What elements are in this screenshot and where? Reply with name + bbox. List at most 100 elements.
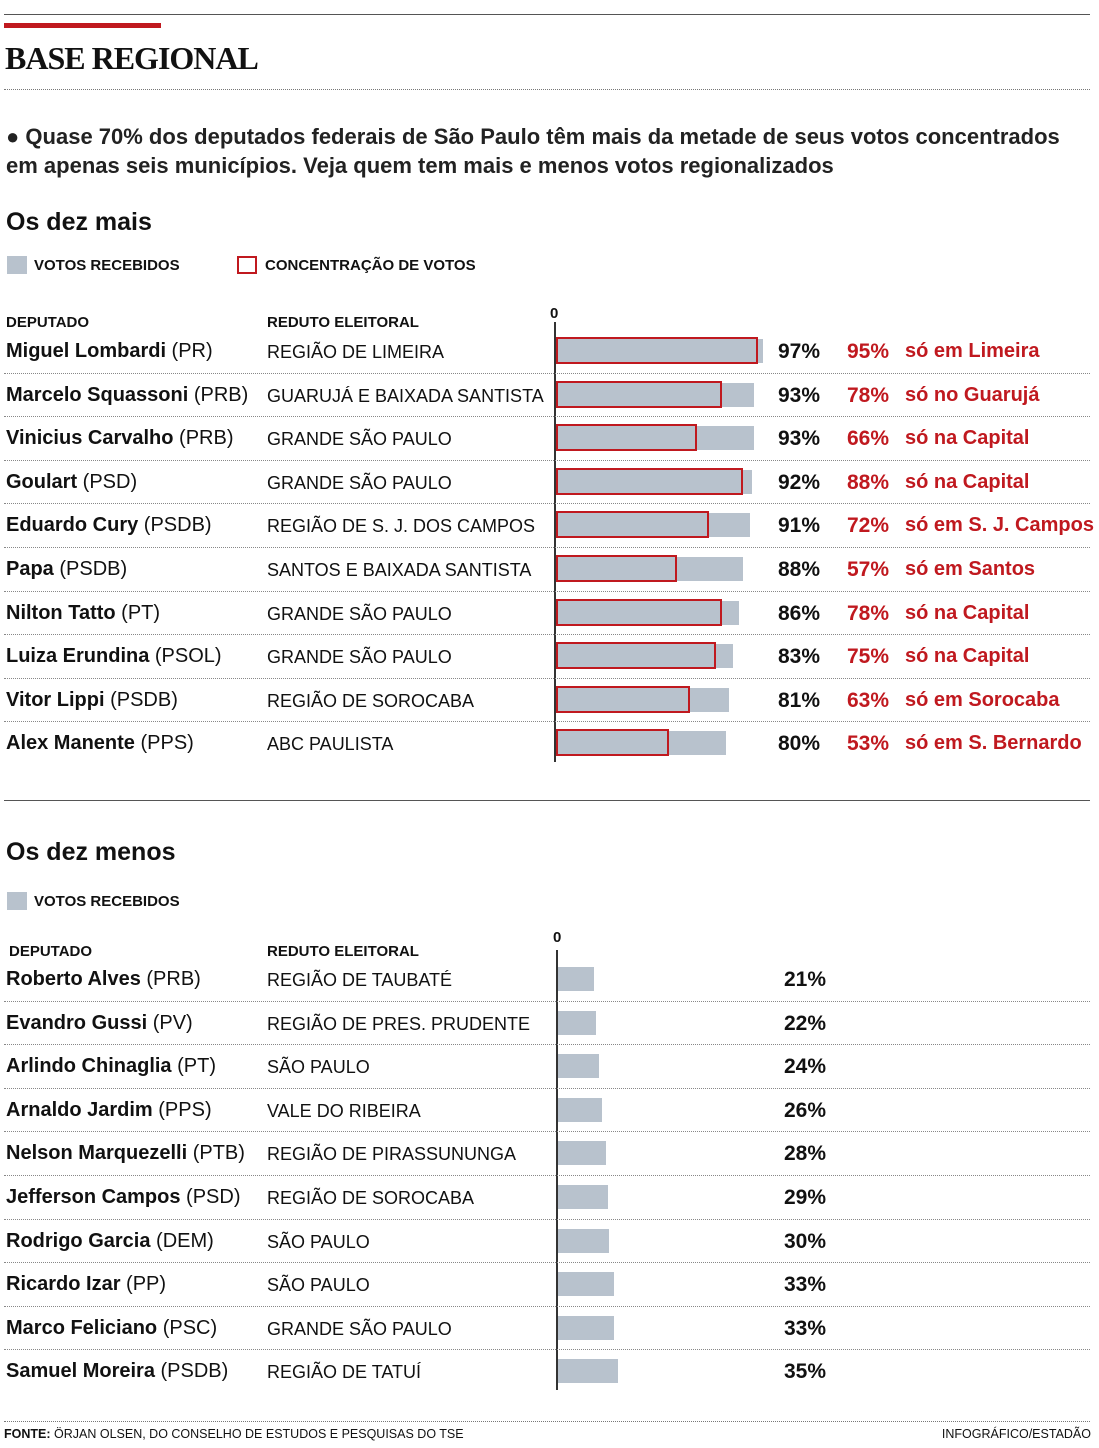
votes-bar: [558, 1185, 608, 1209]
table-row: Papa (PSDB) SANTOS E BAIXADA SANTISTA 88% 5…: [4, 548, 1090, 592]
electoral-base: SANTOS E BAIXADA SANTISTA: [267, 560, 532, 580]
electoral-base: GRANDE SÃO PAULO: [267, 603, 452, 624]
row-divider: [4, 634, 1090, 636]
row-divider: [4, 372, 1090, 374]
table-row: Vitor Lippi (PSDB) REGIÃO DE SOROCABA 81% 6…: [4, 679, 1090, 723]
votes-bar: [558, 1010, 596, 1035]
concentration-percent-label: 78%: [847, 383, 890, 407]
concentration-bar: [556, 380, 723, 408]
deputy-party: (PRB): [140, 968, 201, 990]
deputy-party: (PSDB): [138, 514, 212, 537]
deputy-party: (PSC): [157, 1316, 218, 1339]
row-divider: [4, 590, 1090, 592]
votes-bar: [558, 1097, 603, 1122]
deputy-name: Marcelo Squassoni (PRB): [6, 384, 248, 407]
deputy-surname: Luiza Erundina: [6, 645, 150, 668]
table-row: Nelson Marquezelli (PTB) REGIÃO DE PIRASS…: [4, 1132, 1090, 1176]
votes-percent-label: 93%: [778, 427, 821, 451]
page-title: BASE REGIONAL: [5, 40, 259, 76]
concentration-percent-label: 72%: [847, 514, 890, 538]
row-divider: [4, 503, 1090, 505]
deputy-party: (PPS): [134, 732, 194, 755]
row-divider: [4, 1087, 1090, 1089]
electoral-base: SÃO PAULO: [267, 1057, 370, 1078]
axis-line-top: [554, 322, 556, 762]
table-row: Eduardo Cury (PSDB) REGIÃO DE S. J. DOS C…: [4, 504, 1094, 548]
deputy-name: Rodrigo Garcia (DEM): [6, 1230, 214, 1253]
deputy-surname: Goulart: [6, 470, 78, 493]
votes-bar: [556, 644, 733, 669]
deputy-party: (PT): [115, 601, 161, 624]
electoral-base: SÃO PAULO: [267, 1275, 370, 1296]
votes-bar: [558, 1228, 610, 1253]
votes-bar: [558, 1054, 600, 1079]
row-divider: [4, 1000, 1090, 1002]
deputy-surname: Roberto Alves: [6, 968, 141, 990]
concentration-place-label: só na Capital: [905, 645, 1030, 668]
concentration-place-label: só na Capital: [905, 470, 1030, 493]
section-divider: [4, 800, 1090, 801]
votes-bar: [558, 1315, 615, 1340]
deputy-party: (PR): [166, 340, 213, 362]
deputy-party: (PPS): [152, 1098, 212, 1121]
concentration-bar: [556, 729, 669, 757]
concentration-bar: [556, 337, 759, 364]
concentration-bar: [556, 642, 716, 670]
table-row: Goulart (PSD) GRANDE SÃO PAULO 92% 88% só na…: [4, 461, 1090, 505]
table-row: Evandro Gussi (PV) REGIÃO DE PRES. PRUDEN…: [4, 1002, 1090, 1046]
deputy-name: Papa (PSDB): [6, 558, 127, 581]
deputy-surname: Ricardo Izar: [6, 1273, 121, 1296]
votes-bar: [556, 426, 755, 451]
deputy-party: (PSDB): [53, 558, 128, 580]
title-accent-bar: [4, 23, 161, 28]
table-row: Jefferson Campos (PSD) REGIÃO DE SOROCABA…: [4, 1176, 1090, 1220]
electoral-base: VALE DO RIBEIRA: [267, 1100, 421, 1121]
votes-bar: [556, 600, 740, 625]
concentration-bar: [556, 467, 744, 495]
deputy-surname: Nilton Tatto: [6, 601, 116, 624]
deputy-surname: Eduardo Cury: [6, 514, 139, 537]
deputy-surname: Rodrigo Garcia: [6, 1229, 151, 1252]
row-divider: [4, 1174, 1090, 1176]
row-divider: [4, 1262, 1090, 1264]
votes-percent-label: 83%: [778, 645, 821, 669]
deputy-name: Miguel Lombardi (PR): [6, 340, 213, 363]
votes-percent-label: 92%: [778, 470, 821, 494]
electoral-base: REGIÃO DE PRES. PRUDENTE: [267, 1013, 531, 1034]
row-divider: [4, 1044, 1090, 1046]
row-divider: [4, 1349, 1090, 1351]
column-header-reduto: REDUTO ELEITORAL: [267, 314, 419, 331]
concentration-place-label: só em S. Bernardo: [905, 732, 1082, 755]
votes-percent-label: 21%: [784, 968, 827, 991]
deputy-name: Samuel Moreira (PSDB): [6, 1360, 228, 1383]
votes-percent-label: 26%: [784, 1098, 827, 1122]
electoral-base: GRANDE SÃO PAULO: [267, 429, 452, 450]
deputy-surname: Alex Manente: [6, 732, 135, 755]
column-header-deputado-bottom: DEPUTADO: [9, 943, 93, 960]
table-row: Alex Manente (PPS) ABC PAULISTA 80% 53% só e…: [4, 722, 1090, 766]
deputy-party: (PSDB): [104, 688, 178, 711]
title-divider: [4, 89, 1090, 90]
table-row: Arnaldo Jardim (PPS) VALE DO RIBEIRA 26%: [4, 1089, 1090, 1133]
deputy-name: Marco Feliciano (PSC): [6, 1317, 217, 1340]
concentration-percent-label: 66%: [847, 427, 890, 451]
row-divider: [4, 677, 1090, 679]
votes-bar: [556, 469, 752, 494]
concentration-percent-label: 88%: [847, 470, 890, 494]
deputy-name: Goulart (PSD): [6, 471, 137, 494]
concentration-percent-label: 57%: [847, 558, 890, 581]
concentration-bar: [556, 685, 691, 713]
bullet-icon: ●: [6, 124, 20, 149]
deputy-surname: Arlindo Chinaglia: [6, 1055, 172, 1078]
deputy-name: Nilton Tatto (PT): [6, 602, 160, 625]
deputy-surname: Samuel Moreira: [6, 1360, 155, 1383]
legend-concentration-label: CONCENTRAÇÃO DE VOTOS: [265, 257, 476, 274]
row-divider: [4, 546, 1090, 548]
column-header-reduto-bottom: REDUTO ELEITORAL: [267, 943, 419, 960]
deputy-party: (PSOL): [149, 645, 222, 668]
deputy-name: Vitor Lippi (PSDB): [6, 689, 178, 712]
concentration-percent-label: 63%: [847, 688, 890, 712]
electoral-base: GUARUJÁ E BAIXADA SANTISTA: [267, 385, 544, 406]
deputy-party: (PV): [147, 1011, 193, 1034]
votes-percent-label: 24%: [784, 1055, 827, 1079]
